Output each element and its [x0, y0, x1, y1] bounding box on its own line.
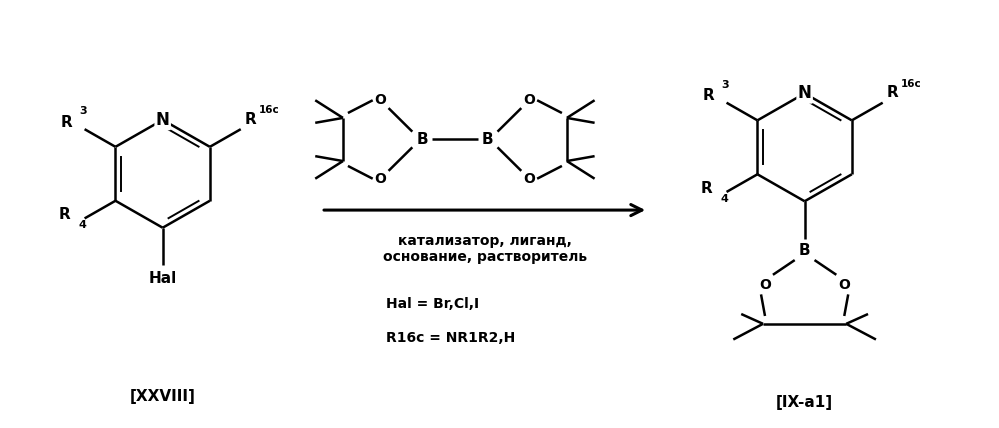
Text: R: R — [59, 207, 71, 222]
Text: R: R — [245, 112, 257, 127]
Text: R16c = NR1R2,H: R16c = NR1R2,H — [386, 330, 514, 345]
Text: N: N — [156, 111, 170, 129]
Text: [XXVIII]: [XXVIII] — [130, 389, 196, 404]
Text: R: R — [887, 86, 898, 101]
Text: 4: 4 — [79, 220, 87, 230]
Text: O: O — [759, 278, 771, 291]
Text: 4: 4 — [720, 194, 728, 204]
Text: B: B — [417, 132, 428, 147]
Text: Hal: Hal — [149, 271, 177, 286]
Text: O: O — [375, 93, 387, 107]
Text: N: N — [797, 84, 811, 102]
Text: [IX-a1]: [IX-a1] — [776, 395, 833, 410]
Text: R: R — [61, 115, 73, 130]
Text: 16c: 16c — [259, 105, 280, 116]
Text: B: B — [799, 243, 810, 258]
Text: O: O — [523, 93, 535, 107]
Text: R: R — [703, 88, 714, 103]
Text: 3: 3 — [80, 107, 87, 116]
Text: 16c: 16c — [900, 79, 921, 89]
Text: O: O — [523, 172, 535, 186]
Text: катализатор, лиганд,
основание, растворитель: катализатор, лиганд, основание, раствори… — [383, 234, 586, 265]
Text: B: B — [482, 132, 494, 147]
Text: 3: 3 — [721, 80, 729, 90]
Text: Hal = Br,Cl,I: Hal = Br,Cl,I — [386, 297, 479, 311]
Text: R: R — [701, 181, 712, 196]
Text: O: O — [838, 278, 850, 291]
Text: O: O — [375, 172, 387, 186]
